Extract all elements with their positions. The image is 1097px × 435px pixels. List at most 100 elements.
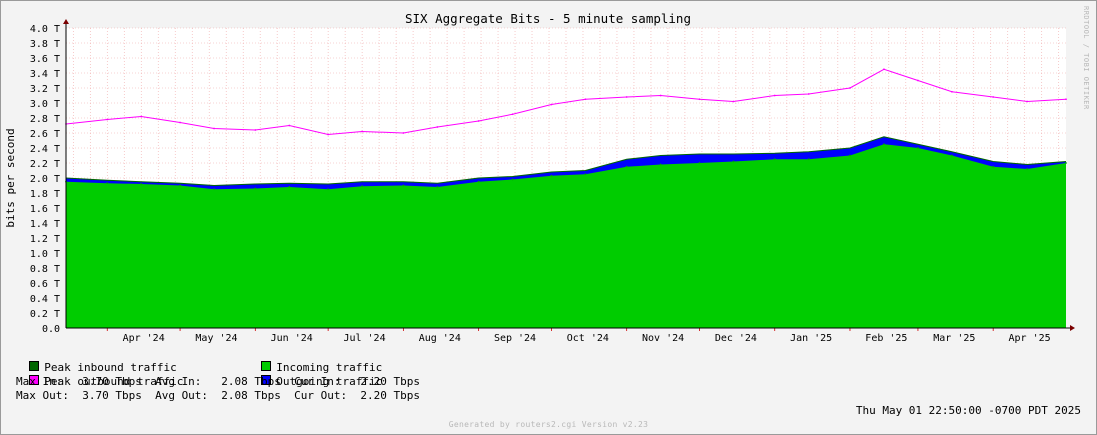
incoming-point bbox=[179, 184, 181, 187]
incoming-point bbox=[361, 185, 364, 188]
incoming-area bbox=[66, 144, 1066, 328]
incoming-point bbox=[213, 188, 215, 191]
incoming-point bbox=[625, 165, 628, 168]
x-tick-label: Feb '25 bbox=[865, 333, 907, 344]
y-tick-label: 0.2 T bbox=[30, 309, 60, 320]
peak-outbound-point bbox=[1026, 100, 1029, 103]
legend-label: Peak inbound traffic bbox=[44, 361, 177, 374]
incoming-point bbox=[550, 174, 553, 177]
incoming-point bbox=[436, 186, 439, 188]
y-tick-label: 1.4 T bbox=[30, 219, 60, 230]
y-tick-label: 1.6 T bbox=[30, 204, 60, 215]
y-tick-label: 0.6 T bbox=[30, 279, 60, 290]
y-tick-label: 2.8 T bbox=[30, 114, 60, 125]
x-tick-label: Jun '24 bbox=[271, 333, 313, 344]
x-tick-label: Mar '25 bbox=[933, 333, 975, 344]
peak-outbound-point bbox=[625, 96, 628, 98]
chart-title: SIX Aggregate Bits - 5 minute sampling bbox=[405, 11, 691, 26]
peak-inbound-swatch bbox=[29, 361, 40, 371]
x-tick-label: Apr '24 bbox=[123, 333, 165, 344]
peak-outbound-point bbox=[773, 94, 776, 97]
x-tick-label: Nov '24 bbox=[642, 333, 684, 344]
peak-outbound-point bbox=[917, 79, 919, 82]
incoming-point bbox=[106, 182, 109, 185]
peak-outbound-point bbox=[254, 129, 257, 131]
rrdtool-brand: RRDTOOL / TOBI OETIKER bbox=[1082, 6, 1090, 110]
legend-peak-outbound: Peak outbound traffic bbox=[16, 361, 183, 389]
peak-outbound-point bbox=[327, 133, 330, 136]
legend-outgoing: Outgoing traffic bbox=[248, 361, 382, 389]
legend-label: Outgoing traffic bbox=[276, 375, 383, 388]
peak-outbound-point bbox=[213, 127, 215, 130]
y-tick-label: 3.8 T bbox=[30, 39, 60, 50]
y-tick-label: 2.4 T bbox=[30, 144, 60, 155]
peak-outbound-line bbox=[65, 68, 1067, 136]
incoming-point bbox=[477, 180, 480, 183]
peak-outbound-point bbox=[511, 113, 514, 116]
y-tick-label: 3.6 T bbox=[30, 54, 60, 65]
peak-outbound-swatch bbox=[29, 375, 40, 385]
legend-incoming: Incoming traffic bbox=[248, 347, 382, 375]
y-tick-label: 2.6 T bbox=[30, 129, 60, 140]
incoming-point bbox=[1065, 162, 1067, 164]
y-tick-label: 0.4 T bbox=[30, 294, 60, 305]
incoming-point bbox=[992, 165, 995, 168]
legend-label: Incoming traffic bbox=[276, 361, 383, 374]
y-axis-label: bits per second bbox=[4, 128, 17, 227]
incoming-point bbox=[254, 187, 257, 190]
incoming-point bbox=[288, 186, 291, 188]
peak-outbound-point bbox=[951, 90, 953, 93]
x-tick-label: Aug '24 bbox=[419, 333, 461, 344]
peak-outbound-point bbox=[807, 93, 810, 95]
peak-inbound-line bbox=[65, 136, 1067, 187]
incoming-point bbox=[773, 158, 776, 161]
incoming-point bbox=[698, 162, 701, 164]
peak-outbound-point bbox=[140, 115, 143, 118]
generated-credit: Generated by routers2.cgi Version v2.23 bbox=[448, 420, 649, 429]
series-areas bbox=[66, 136, 1066, 328]
peak-outbound-point bbox=[361, 130, 364, 133]
incoming-point bbox=[584, 173, 587, 176]
x-tick-label: Apr '25 bbox=[1009, 333, 1051, 344]
peak-outbound-point bbox=[402, 132, 405, 134]
incoming-point bbox=[327, 188, 330, 191]
x-tick-label: Jan '25 bbox=[790, 333, 832, 344]
y-tick-label: 1.2 T bbox=[30, 234, 60, 245]
peak-outbound-point bbox=[550, 103, 553, 106]
peak-outbound-point bbox=[659, 94, 662, 97]
peak-outbound-point bbox=[477, 120, 480, 122]
stats-out: Max Out: 3.70 Tbps Avg Out: 2.08 Tbps Cu… bbox=[16, 389, 420, 402]
incoming-point bbox=[140, 183, 143, 185]
legend-label: Peak outbound traffic bbox=[44, 375, 184, 388]
axes bbox=[63, 19, 1075, 331]
y-axis-arrow bbox=[63, 19, 69, 24]
incoming-point bbox=[511, 178, 514, 181]
incoming-swatch bbox=[261, 361, 272, 371]
x-tick-label: Dec '24 bbox=[715, 333, 757, 344]
peak-outbound-point bbox=[992, 96, 995, 98]
x-tick-label: May '24 bbox=[195, 333, 237, 344]
peak-outbound-point bbox=[849, 87, 851, 89]
incoming-point bbox=[917, 147, 919, 149]
incoming-point bbox=[951, 154, 953, 157]
y-tick-label: 0.8 T bbox=[30, 264, 60, 275]
incoming-point bbox=[1026, 168, 1029, 170]
peak-outbound-point bbox=[883, 68, 885, 71]
y-tick-label: 2.0 T bbox=[30, 174, 60, 185]
y-tick-label: 2.2 T bbox=[30, 159, 60, 170]
x-tick-label: Oct '24 bbox=[567, 333, 609, 344]
incoming-point bbox=[849, 154, 851, 157]
peak-outbound-point bbox=[584, 98, 587, 101]
peak-outbound-point bbox=[436, 126, 439, 128]
stats-in: Max In: 3.70 Tbps Avg In: 2.08 Tbps Cur … bbox=[16, 375, 420, 388]
peak-outbound-point bbox=[179, 121, 181, 124]
y-tick-label: 3.2 T bbox=[30, 84, 60, 95]
outgoing-swatch bbox=[261, 375, 272, 385]
peak-outbound-point bbox=[1065, 98, 1067, 101]
y-tick-label: 3.4 T bbox=[30, 69, 60, 80]
peak-outbound-point bbox=[698, 98, 701, 101]
peak-outbound-point bbox=[732, 100, 735, 103]
incoming-point bbox=[402, 184, 405, 187]
y-tick-label: 1.0 T bbox=[30, 249, 60, 260]
peak-outbound-point bbox=[288, 124, 291, 127]
